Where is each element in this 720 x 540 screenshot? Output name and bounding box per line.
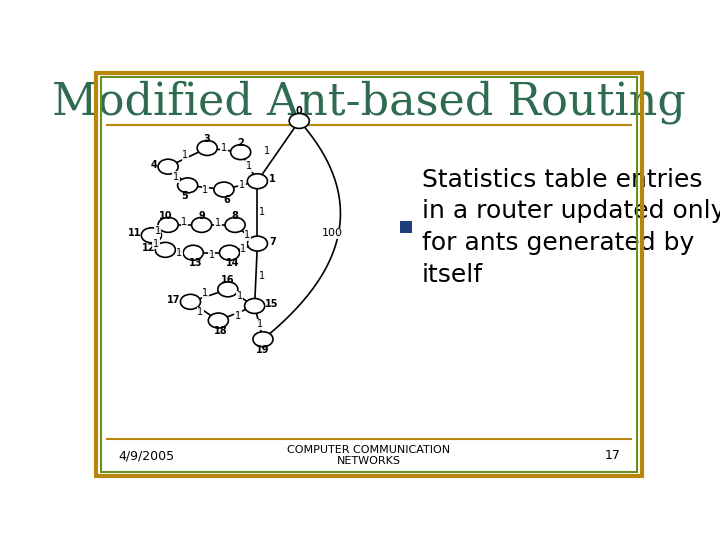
Circle shape [158,159,178,174]
Text: 1: 1 [202,288,209,299]
Text: COMPUTER COMMUNICATION
NETWORKS: COMPUTER COMMUNICATION NETWORKS [287,445,451,467]
Text: 6: 6 [223,195,230,205]
Circle shape [183,245,203,260]
Text: 13: 13 [189,258,203,268]
Text: 5: 5 [181,191,188,201]
Text: 1: 1 [173,172,179,182]
Text: 10: 10 [158,211,172,221]
Circle shape [197,140,217,156]
Text: 1: 1 [246,161,252,171]
Text: 1: 1 [209,250,215,260]
Circle shape [158,218,178,232]
Text: 1: 1 [236,292,243,301]
Text: 1: 1 [258,207,265,217]
Text: 8: 8 [232,211,238,221]
Text: 11: 11 [128,228,141,238]
Text: 1: 1 [181,217,187,227]
Text: 1: 1 [202,185,209,195]
Text: 17: 17 [604,449,620,462]
Circle shape [192,218,212,232]
Text: 1: 1 [269,174,275,184]
Bar [400,221,412,233]
Text: 1: 1 [240,244,246,254]
Text: 7: 7 [270,237,276,247]
Text: 15: 15 [265,299,278,309]
Text: 1: 1 [244,230,251,240]
Text: 18: 18 [215,326,228,336]
Circle shape [253,332,273,347]
Text: 1: 1 [257,319,264,329]
Circle shape [217,282,238,297]
Circle shape [248,174,267,188]
Text: 1: 1 [264,146,271,156]
Text: 2: 2 [238,138,244,148]
Text: 14: 14 [225,258,239,268]
Text: Statistics table entries
in a router updated only
for ants generated by
itself: Statistics table entries in a router upd… [422,168,720,287]
Text: 0: 0 [296,105,302,116]
Text: 4/9/2005: 4/9/2005 [118,449,174,462]
Circle shape [178,178,198,193]
Circle shape [248,236,267,251]
Circle shape [156,242,176,258]
Text: 1: 1 [235,310,241,321]
Text: 9: 9 [198,211,205,221]
Text: 1: 1 [239,180,245,191]
Text: 1: 1 [258,271,265,281]
Text: Modified Ant-based Routing: Modified Ant-based Routing [52,80,686,124]
Text: 12: 12 [142,243,156,253]
Text: 1: 1 [197,307,204,317]
Circle shape [289,113,310,129]
Text: 16: 16 [221,275,235,285]
Circle shape [220,245,240,260]
Circle shape [225,218,245,232]
Text: 19: 19 [256,345,270,355]
Text: 100: 100 [323,228,343,238]
Text: 3: 3 [204,134,210,144]
Text: 1: 1 [182,151,189,160]
Text: 1: 1 [155,226,161,236]
Circle shape [181,294,200,309]
Text: 1: 1 [221,143,227,153]
Text: 4: 4 [150,160,157,170]
Circle shape [230,145,251,160]
Text: 17: 17 [167,295,181,305]
Circle shape [245,299,265,313]
Circle shape [141,228,161,243]
Text: 1: 1 [215,218,221,228]
Circle shape [208,313,228,328]
Text: 1: 1 [153,239,159,248]
Text: 1: 1 [176,248,182,258]
Circle shape [214,182,234,197]
